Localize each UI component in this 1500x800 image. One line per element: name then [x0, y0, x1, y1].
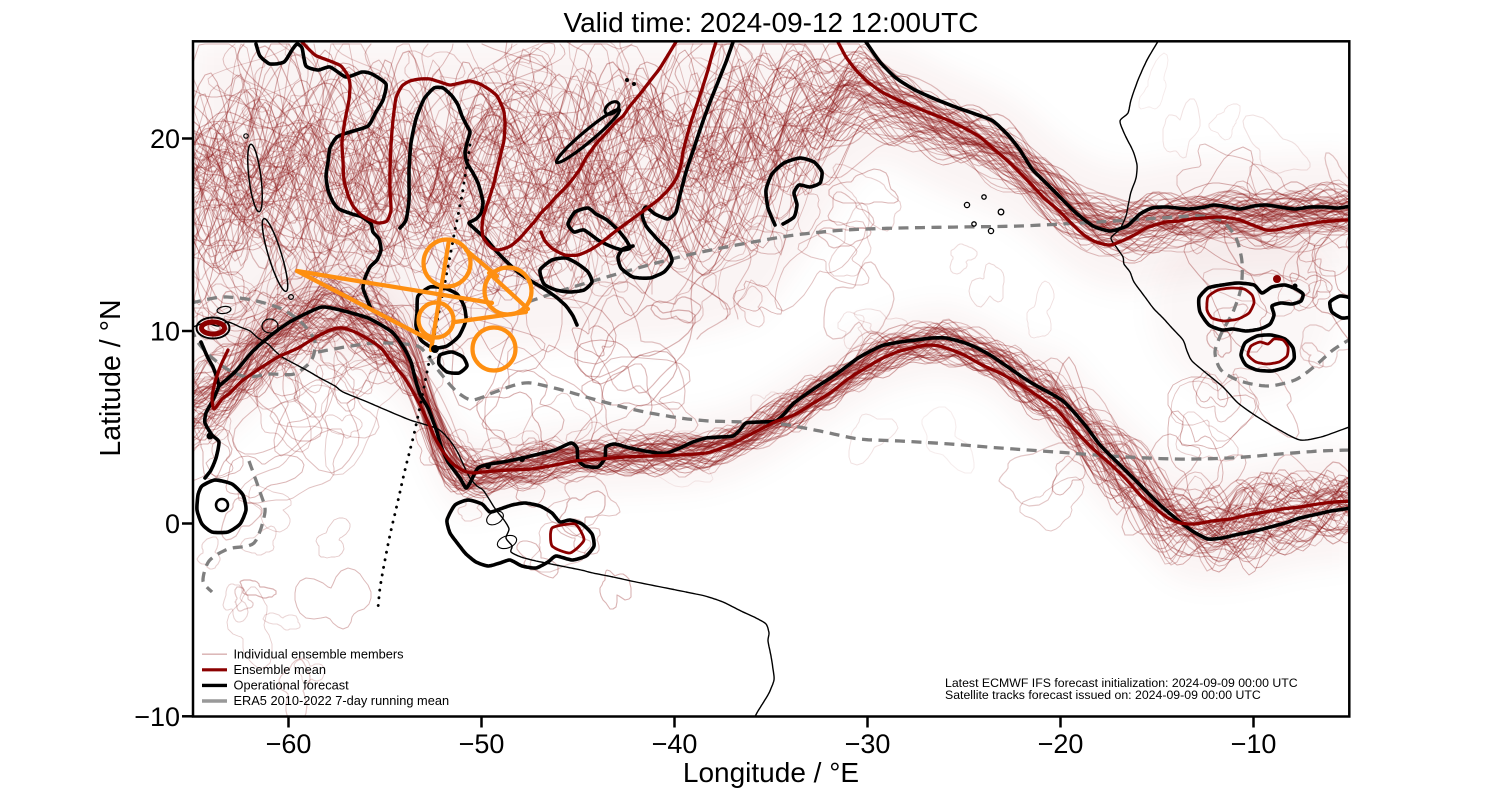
svg-text:20: 20: [150, 124, 180, 154]
svg-text:Ensemble mean: Ensemble mean: [234, 662, 326, 677]
svg-text:−50: −50: [459, 729, 505, 759]
svg-text:−40: −40: [652, 729, 698, 759]
svg-text:Operational forecast: Operational forecast: [234, 678, 350, 693]
svg-text:Satellite tracks forecast issu: Satellite tracks forecast issued on: 202…: [945, 688, 1261, 702]
svg-text:Latitude / °N: Latitude / °N: [95, 299, 127, 456]
svg-text:Latest ECMWF IFS forecast init: Latest ECMWF IFS forecast initialization…: [945, 676, 1298, 690]
svg-text:−10: −10: [1231, 729, 1277, 759]
svg-text:Individual ensemble members: Individual ensemble members: [234, 646, 404, 661]
svg-text:ERA5 2010-2022 7-day running m: ERA5 2010-2022 7-day running mean: [234, 693, 450, 708]
svg-text:10: 10: [150, 317, 180, 347]
svg-text:−20: −20: [1038, 729, 1084, 759]
svg-text:−30: −30: [845, 729, 891, 759]
svg-text:−10: −10: [134, 702, 180, 732]
svg-text:0: 0: [165, 509, 180, 539]
svg-text:−60: −60: [266, 729, 312, 759]
svg-text:Valid time: 2024-09-12 12:00UT: Valid time: 2024-09-12 12:00UTC: [563, 7, 978, 38]
svg-text:Longitude / °E: Longitude / °E: [683, 757, 859, 788]
